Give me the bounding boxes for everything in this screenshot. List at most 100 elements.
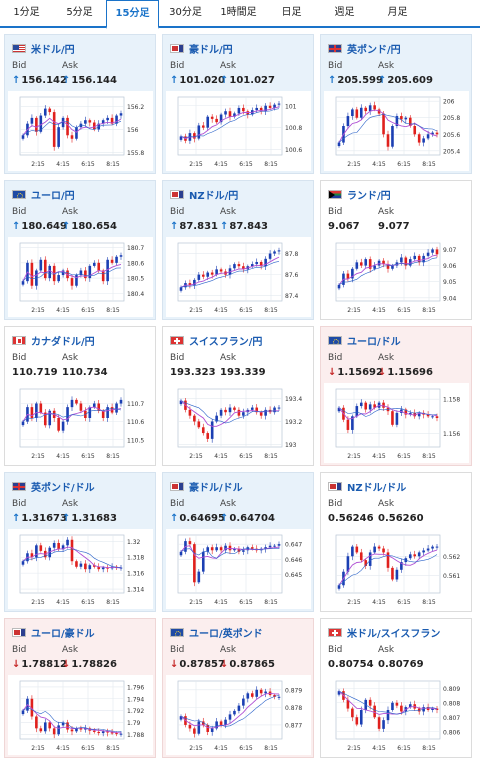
x-tick-label: 4:15 <box>214 453 228 460</box>
candle-body <box>66 539 69 546</box>
mini-chart[interactable]: 87.8 87.6 87.4 2:15 4:15 6:15 8:15 <box>166 237 311 317</box>
moving-average-line-long <box>180 400 280 424</box>
mini-chart[interactable]: 1.158 1.156 2:15 4:15 6:15 8:15 <box>324 383 469 463</box>
y-tick-label: 87.6 <box>285 272 299 279</box>
candle-body <box>48 265 52 279</box>
currency-pair-link[interactable]: ユーロ/円 <box>31 190 75 202</box>
currency-pair-link[interactable]: 豪ドル/ドル <box>189 482 243 494</box>
rate-card[interactable]: ユーロ/豪ドル Bid Ask ↓1.78812 ↓1.78826 1.796 1.794 1… <box>4 618 156 758</box>
candle-body <box>277 103 281 105</box>
candle-body <box>97 403 101 411</box>
candle-body <box>373 546 376 553</box>
tab-1hour[interactable]: 1時間足 <box>220 7 257 18</box>
y-tick-label: 9.04 <box>443 295 457 302</box>
candle-body <box>431 708 434 710</box>
currency-pair-link[interactable]: ユーロ/豪ドル <box>31 628 95 640</box>
candle-body <box>413 255 417 260</box>
rate-card[interactable]: ユーロ/ドル Bid Ask ↓1.15692 ↓1.15696 1.158 1.156 2:… <box>320 326 472 466</box>
candle-body <box>79 123 83 128</box>
arrow-down-icon: ↓ <box>220 659 229 670</box>
candle-body <box>351 109 354 117</box>
tab-5min[interactable]: 5分足 <box>66 7 93 18</box>
x-tick-label: 2:15 <box>347 161 361 168</box>
rate-card[interactable]: NZドル/円 Bid Ask ↑87.831 ↑87.843 87.8 87.6 87.4 2:… <box>162 180 314 320</box>
arrow-down-icon: ↓ <box>62 659 71 670</box>
mini-chart[interactable]: 0.562 0.561 2:15 4:15 6:15 8:15 <box>324 529 469 609</box>
currency-pair-link[interactable]: ユーロ/英ポンド <box>189 628 263 640</box>
tab-monthly[interactable]: 月足 <box>387 7 408 18</box>
currency-pair-link[interactable]: NZドル/ドル <box>347 482 407 494</box>
rate-card[interactable]: ランド/円 Bid Ask 9.067 9.077 9.07 9.06 9.05 9.04 2:1… <box>320 180 472 320</box>
y-tick-label: 87.8 <box>285 251 299 258</box>
mini-chart[interactable]: 1.32 1.318 1.316 1.314 2:15 4:15 6:15 8:15 <box>8 529 153 609</box>
candle-body <box>431 416 434 418</box>
candle-body <box>273 545 276 547</box>
candlestick-chart: 0.809 0.808 0.807 0.806 2:15 4:15 6:15 8:15 <box>324 675 469 755</box>
ask-value: 0.80769 <box>378 659 424 670</box>
card-header: ユーロ/円 <box>12 187 75 202</box>
mini-chart[interactable]: 0.647 0.646 0.645 2:15 4:15 6:15 8:15 <box>166 529 311 609</box>
currency-pair-link[interactable]: カナダドル/円 <box>31 336 95 348</box>
candle-body <box>400 116 403 120</box>
bid-value-text: 156.142 <box>21 75 67 86</box>
candle-body <box>233 710 236 715</box>
mini-chart[interactable]: 101 100.8 100.6 2:15 4:15 6:15 8:15 <box>166 91 311 171</box>
candle-body <box>206 116 210 128</box>
moving-average-line-long <box>338 257 438 286</box>
mini-chart[interactable]: 180.7 180.6 180.5 180.4 2:15 4:15 6:15 8:15 <box>8 237 153 317</box>
mini-chart[interactable]: 206 205.8 205.6 205.4 2:15 4:15 6:15 8:15 <box>324 91 469 171</box>
currency-pair-link[interactable]: 英ポンド/ドル <box>31 482 95 494</box>
rate-card[interactable]: ユーロ/円 Bid Ask ↑180.649 ↑180.654 180.7 180.6 180… <box>4 180 156 320</box>
mini-chart[interactable]: 110.7 110.6 110.5 2:15 4:15 6:15 8:15 <box>8 383 153 463</box>
rate-card[interactable]: 英ポンド/円 Bid Ask ↑205.599 ↑205.609 206 205.8 205.… <box>320 34 472 174</box>
x-tick-label: 2:15 <box>189 453 203 460</box>
y-tick-label: 205.6 <box>443 132 460 139</box>
y-tick-label: 193.4 <box>285 396 302 403</box>
tab-1min[interactable]: 1分足 <box>13 7 40 18</box>
tab-30min[interactable]: 30分足 <box>169 7 202 18</box>
mini-chart[interactable]: 156.2 156 155.8 2:15 4:15 6:15 8:15 <box>8 91 153 171</box>
currency-pair-link[interactable]: 米ドル/円 <box>31 44 75 56</box>
rate-card[interactable]: 米ドル/スイスフラン Bid Ask 0.80754 0.80769 0.809 0.808… <box>320 618 472 758</box>
y-tick-label: 0.878 <box>285 705 302 712</box>
mini-chart[interactable]: 193.4 193.2 193 2:15 4:15 6:15 8:15 <box>166 383 311 463</box>
arrow-up-icon: ↑ <box>378 75 387 86</box>
tab-daily[interactable]: 日足 <box>281 7 302 18</box>
moving-average-line <box>180 256 280 288</box>
rate-card[interactable]: 豪ドル/ドル Bid Ask ↑0.64695 ↑0.64704 0.647 0.646 0.… <box>162 472 314 612</box>
currency-pair-link[interactable]: 米ドル/スイスフラン <box>347 628 441 640</box>
rate-card[interactable]: NZドル/ドル Bid Ask 0.56246 0.56260 0.562 0.561 2:1… <box>320 472 472 612</box>
moving-average-line <box>22 546 122 569</box>
rate-card[interactable]: カナダドル/円 Bid Ask 110.719 110.734 110.7 110.6 110… <box>4 326 156 466</box>
rate-card[interactable]: スイスフラン/円 Bid Ask 193.323 193.339 193.4 193.2 19… <box>162 326 314 466</box>
rate-card[interactable]: 米ドル/円 Bid Ask ↑156.142 ↑156.144 156.2 156 155.8… <box>4 34 156 174</box>
currency-pair-link[interactable]: ユーロ/ドル <box>347 336 401 348</box>
arrow-up-icon: ↑ <box>170 221 179 232</box>
candle-body <box>52 112 56 147</box>
rate-card[interactable]: 英ポンド/ドル Bid Ask ↑1.31673 ↑1.31683 1.32 1.318 1.… <box>4 472 156 612</box>
candle-body <box>237 705 241 711</box>
rate-card[interactable]: 豪ドル/円 Bid Ask ↑101.020 ↑101.027 101 100.8 100.6… <box>162 34 314 174</box>
mini-chart[interactable]: 0.879 0.878 0.877 2:15 4:15 6:15 8:15 <box>166 675 311 755</box>
candle-body <box>210 272 214 275</box>
tab-15min[interactable]: 15分足 <box>106 0 159 29</box>
mini-chart[interactable]: 1.796 1.794 1.792 1.79 1.788 2:15 4:15 6:15 8:15 <box>8 675 153 755</box>
tab-weekly[interactable]: 週足 <box>334 7 355 18</box>
mini-chart[interactable]: 0.809 0.808 0.807 0.806 2:15 4:15 6:15 8:15 <box>324 675 469 755</box>
moving-average-line-long <box>180 694 280 728</box>
card-header: 米ドル/円 <box>12 41 75 56</box>
candle-body <box>193 544 196 583</box>
currency-pair-link[interactable]: 英ポンド/円 <box>347 44 401 56</box>
candle-body <box>273 407 276 413</box>
bid-label: Bid <box>328 499 343 509</box>
mini-chart[interactable]: 9.07 9.06 9.05 9.04 2:15 4:15 6:15 8:15 <box>324 237 469 317</box>
y-tick-label: 205.4 <box>443 148 460 155</box>
currency-pair-link[interactable]: 豪ドル/円 <box>189 44 233 56</box>
currency-pair-link[interactable]: スイスフラン/円 <box>189 336 263 348</box>
currency-pair-link[interactable]: ランド/円 <box>347 190 391 202</box>
currency-pair-link[interactable]: NZドル/円 <box>189 190 239 202</box>
rate-card[interactable]: ユーロ/英ポンド Bid Ask ↓0.87857 ↓0.87865 0.879 0.878… <box>162 618 314 758</box>
candle-body <box>355 262 359 269</box>
candle-body <box>337 585 341 589</box>
candle-body <box>422 707 425 712</box>
